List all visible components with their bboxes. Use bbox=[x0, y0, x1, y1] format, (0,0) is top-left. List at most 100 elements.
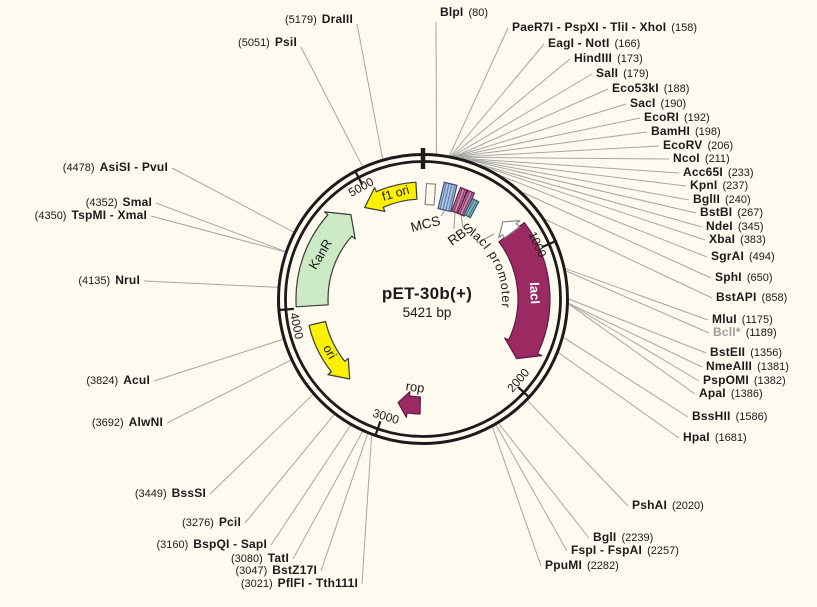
callout-line-fspi-fspai bbox=[495, 425, 568, 552]
enzyme-label-bgli[interactable]: BglI (2239) bbox=[593, 530, 653, 546]
backbone-layer bbox=[277, 148, 569, 445]
enzyme-label-bamhi[interactable]: BamHI (198) bbox=[651, 124, 721, 140]
enzyme-label-apai[interactable]: ApaI (1386) bbox=[699, 386, 763, 402]
enzyme-label-hpai[interactable]: HpaI (1681) bbox=[683, 430, 747, 446]
enzyme-name: BstZ17I bbox=[272, 563, 317, 577]
enzyme-name: NdeI bbox=[706, 219, 733, 233]
enzyme-label-bglii[interactable]: BglII (240) bbox=[693, 192, 751, 208]
enzyme-label-acui[interactable]: (3824) AcuI bbox=[86, 373, 150, 389]
enzyme-label-mlui[interactable]: MluI (1175) bbox=[712, 312, 773, 328]
enzyme-name: MluI bbox=[712, 312, 737, 326]
box-teal[interactable] bbox=[463, 197, 480, 219]
enzyme-label-fspi-fspai[interactable]: FspI - FspAI (2257) bbox=[571, 543, 679, 559]
enzyme-label-sali[interactable]: SalI (179) bbox=[596, 66, 649, 82]
callout-line-ndei bbox=[479, 164, 703, 228]
feature-arrow-kanr[interactable] bbox=[295, 211, 356, 308]
enzyme-label-sphi[interactable]: SphI (650) bbox=[715, 270, 773, 286]
enzyme-position: (4352) bbox=[85, 197, 118, 209]
enzyme-label-ppumi[interactable]: PpuMI (2282) bbox=[545, 558, 619, 574]
enzyme-label-eco53ki[interactable]: Eco53kI (188) bbox=[612, 81, 689, 97]
enzyme-label-blpi[interactable]: BlpI (80) bbox=[440, 5, 488, 21]
enzyme-position: (237) bbox=[722, 180, 749, 192]
enzyme-label-bsshii[interactable]: BssHII (1586) bbox=[692, 409, 767, 425]
plasmid-title-block: pET-30b(+) 5421 bp bbox=[382, 284, 472, 320]
enzyme-position: (1189) bbox=[745, 327, 777, 339]
enzyme-label-ecorv[interactable]: EcoRV (206) bbox=[663, 138, 733, 154]
enzyme-label-pcii[interactable]: (3276) PciI bbox=[182, 515, 241, 531]
enzyme-label-kpni[interactable]: KpnI (237) bbox=[690, 178, 748, 194]
enzyme-label-bstapi[interactable]: BstAPI (858) bbox=[716, 290, 787, 306]
enzyme-label-eagi-noti[interactable]: EagI - NotI (166) bbox=[548, 36, 640, 52]
feature-arrow-laci[interactable] bbox=[498, 222, 551, 360]
enzyme-label-nrui[interactable]: (4135) NruI bbox=[78, 273, 140, 289]
feature-label-ori[interactable]: ori bbox=[320, 342, 339, 361]
enzyme-name: SphI bbox=[715, 270, 742, 284]
enzyme-name: EcoRI bbox=[644, 110, 680, 124]
position-tick-5000 bbox=[353, 169, 364, 186]
feature-arrow-laci-promoter[interactable] bbox=[498, 220, 521, 239]
enzyme-label-sgrai[interactable]: SgrAI (494) bbox=[711, 249, 775, 265]
enzyme-label-draiii[interactable]: (5179) DraIII bbox=[285, 12, 353, 28]
callout-line-tati bbox=[292, 431, 363, 560]
enzyme-label-ndei[interactable]: NdeI (345) bbox=[706, 219, 764, 235]
enzyme-label-acc65i[interactable]: Acc65I (233) bbox=[683, 165, 754, 181]
callout-line-eco53ki bbox=[454, 88, 609, 157]
callout-line-pcii bbox=[244, 414, 335, 524]
enzyme-label-asisi-pvui[interactable]: (4478) AsiSI - PvuI bbox=[63, 160, 168, 176]
enzyme-label-tspmi-xmai[interactable]: (4350) TspMI - XmaI bbox=[35, 208, 147, 224]
box-white[interactable] bbox=[424, 182, 437, 206]
enzyme-position: (192) bbox=[684, 112, 710, 124]
enzyme-name: BamHI bbox=[651, 124, 691, 138]
enzyme-position: (1356) bbox=[750, 347, 783, 359]
enzyme-name: SmaI bbox=[122, 195, 152, 209]
enzyme-position: (858) bbox=[761, 292, 788, 304]
enzyme-label-bstz17i[interactable]: (3047) BstZ17I bbox=[235, 563, 317, 579]
enzyme-label-saci[interactable]: SacI (190) bbox=[630, 96, 686, 112]
feature-label-laci[interactable]: lacI bbox=[527, 282, 543, 304]
enzyme-name: FspI - FspAI bbox=[571, 543, 643, 557]
enzyme-label-bsssi[interactable]: (3449) BssSI bbox=[135, 486, 206, 502]
enzyme-name: BstEII bbox=[710, 345, 746, 359]
feature-arrow-ori[interactable] bbox=[308, 320, 351, 380]
callout-line-ppumi bbox=[492, 427, 542, 567]
enzyme-position: (3449) bbox=[134, 488, 167, 500]
callout-line-bamhi bbox=[456, 131, 648, 158]
enzyme-label-tati[interactable]: (3080) TatI bbox=[231, 551, 289, 567]
enzyme-position: (3824) bbox=[86, 375, 119, 387]
enzyme-position: (211) bbox=[704, 153, 730, 165]
callout-line-eagi-noti bbox=[450, 43, 545, 157]
enzyme-name: NruI bbox=[115, 273, 140, 287]
enzyme-label-xbai[interactable]: XbaI (383) bbox=[709, 232, 766, 248]
enzyme-position: (2239) bbox=[621, 532, 654, 544]
feature-label-rop[interactable]: rop bbox=[405, 378, 426, 395]
callout-line-hindiii bbox=[451, 58, 571, 157]
callout-line-sali bbox=[452, 73, 593, 157]
enzyme-label-smai[interactable]: (4352) SmaI bbox=[86, 195, 152, 211]
enzyme-label-paer7i-pspxi-tlii-xhoi[interactable]: PaeR7I - PspXI - TliI - XhoI (158) bbox=[512, 20, 697, 36]
enzyme-label-bcli[interactable]: BclI* (1189) bbox=[713, 325, 777, 341]
enzyme-name: BclI* bbox=[713, 325, 741, 339]
enzyme-label-nmeaiii[interactable]: NmeAIII (1381) bbox=[706, 359, 789, 375]
feature-box-mcs[interactable] bbox=[437, 181, 458, 213]
enzyme-name: AcuI bbox=[123, 373, 150, 387]
enzyme-label-bstbi[interactable]: BstBI (267) bbox=[700, 205, 763, 221]
enzyme-label-hindiii[interactable]: HindIII (173) bbox=[574, 51, 643, 67]
enzyme-label-pshai[interactable]: PshAI (2020) bbox=[632, 498, 704, 514]
enzyme-position: (166) bbox=[614, 38, 641, 50]
enzyme-name: Acc65I bbox=[683, 165, 723, 179]
enzyme-label-psii[interactable]: (5051) PsiI bbox=[238, 35, 297, 51]
feature-label-mcs[interactable]: MCS bbox=[409, 213, 442, 235]
enzyme-label-bspqi-sapi[interactable]: (3160) BspQI - SapI bbox=[156, 537, 267, 553]
enzyme-label-bsteii[interactable]: BstEII (1356) bbox=[710, 345, 782, 361]
enzyme-label-ncoi[interactable]: NcoI (211) bbox=[673, 151, 730, 167]
enzyme-name: BssSI bbox=[171, 486, 206, 500]
feature-arrow-f1-ori[interactable] bbox=[364, 181, 418, 212]
callout-line-apai bbox=[568, 303, 696, 395]
enzyme-label-ecori[interactable]: EcoRI (192) bbox=[644, 110, 710, 126]
enzyme-name: KpnI bbox=[690, 178, 718, 192]
enzyme-label-alwni[interactable]: (3692) AlwNI bbox=[92, 415, 163, 431]
enzyme-label-pspomi[interactable]: PspOMI (1382) bbox=[703, 373, 786, 389]
feature-arrow-rop[interactable] bbox=[397, 391, 421, 418]
features-layer bbox=[295, 181, 551, 418]
enzyme-label-pflfi-tth111i[interactable]: (3021) PflFI - Tth111I bbox=[241, 576, 358, 592]
